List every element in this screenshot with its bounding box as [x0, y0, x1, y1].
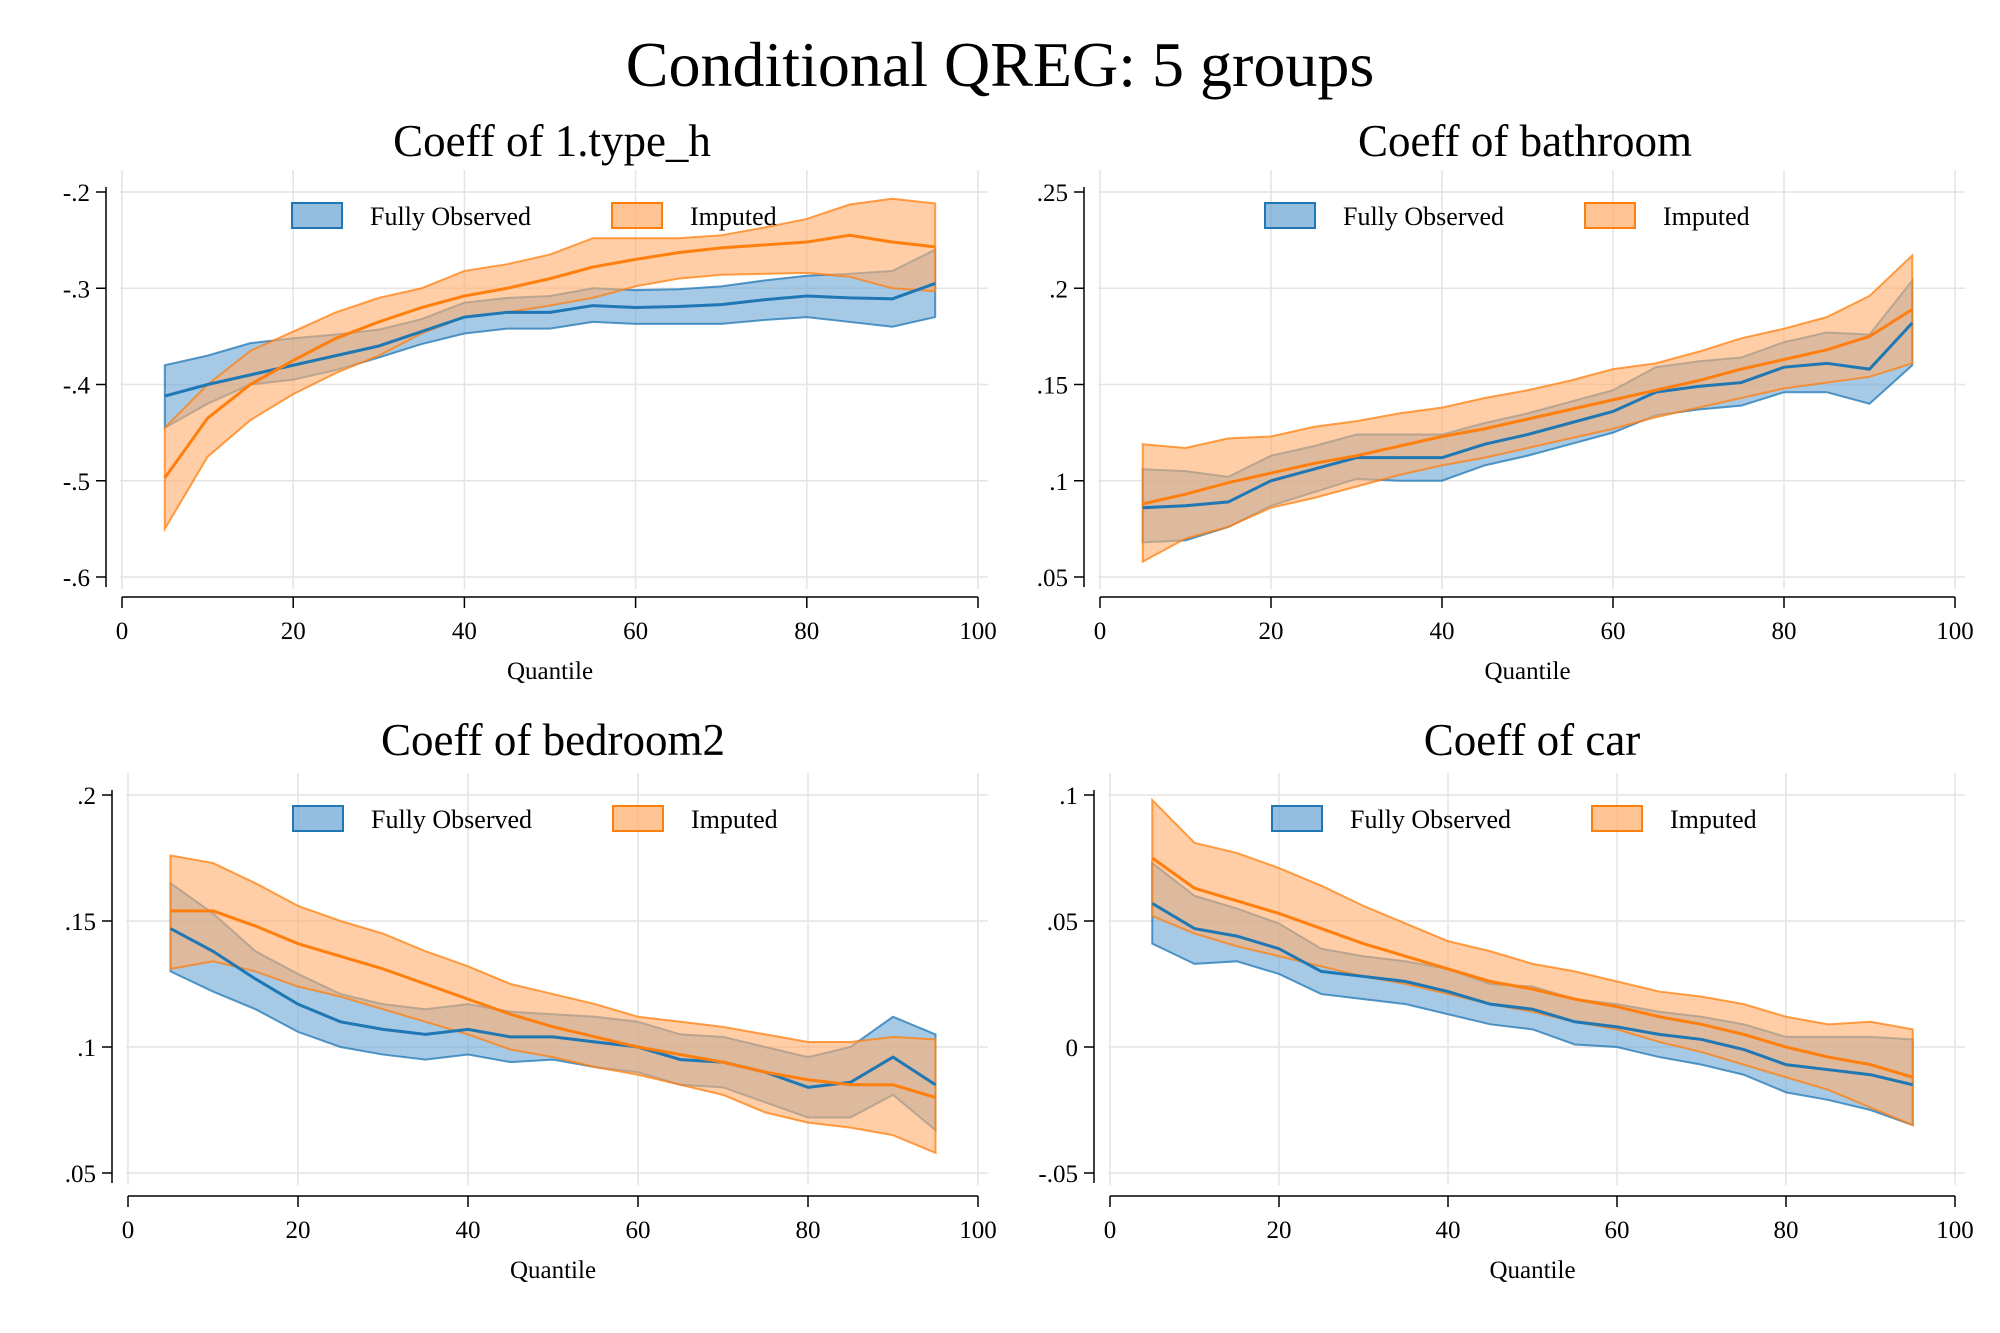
series-line-observed: [169, 927, 937, 1089]
x-tick-label: 40: [456, 1217, 481, 1244]
y-tick-label: .2: [77, 783, 96, 810]
y-tick-label: .2: [1049, 276, 1068, 303]
y-tick-label: -.05: [1038, 1161, 1078, 1188]
ci-band-imputed: [1141, 253, 1914, 564]
x-axis-label: Quantile: [510, 1257, 596, 1284]
panel-title: Coeff of bathroom: [1358, 116, 1692, 166]
figure-title: Conditional QREG: 5 groups: [625, 29, 1375, 100]
y-tick-label: .1: [77, 1035, 96, 1062]
x-tick-label: 20: [281, 618, 306, 645]
x-tick-label: 100: [1936, 618, 1974, 645]
x-tick-label: 100: [959, 618, 997, 645]
legend-label: Imputed: [1663, 202, 1750, 231]
panel-3: Coeff of bedroom2 .05 .1 .15 .2 0 20 40 60 80 100 Q…: [65, 715, 997, 1284]
series-line-imputed: [1142, 308, 1914, 506]
legend-swatch-observed: [292, 805, 344, 832]
legend-swatch-imputed: [1591, 805, 1643, 832]
legend-swatch-observed: [1271, 805, 1323, 832]
x-axis-label: Quantile: [1489, 1257, 1575, 1284]
x-tick-label: 60: [1601, 618, 1626, 645]
panel-title: Coeff of 1.type_h: [393, 116, 711, 166]
x-tick-label: 0: [1104, 1217, 1117, 1244]
x-tick-label: 40: [452, 618, 477, 645]
x-tick-label: 20: [1267, 1217, 1292, 1244]
y-tick-label: .05: [1047, 909, 1078, 936]
legend-label: Imputed: [1670, 805, 1757, 834]
legend-label: Imputed: [690, 202, 777, 231]
y-tick-label: -.3: [63, 276, 90, 303]
x-tick-label: 60: [623, 618, 648, 645]
x-tick-label: 80: [796, 1217, 821, 1244]
y-tick-label: .15: [1037, 373, 1068, 400]
series-line-observed: [1142, 321, 1914, 510]
x-tick-label: 60: [1605, 1217, 1630, 1244]
x-tick-label: 0: [116, 618, 129, 645]
x-tick-label: 40: [1430, 618, 1455, 645]
panel-title: Coeff of car: [1424, 715, 1641, 765]
y-tick-label: .1: [1059, 783, 1078, 810]
y-tick-label: -.6: [63, 565, 90, 592]
x-tick-label: 0: [122, 1217, 135, 1244]
x-tick-label: 100: [959, 1217, 997, 1244]
x-tick-label: 80: [794, 618, 819, 645]
panel-4: Coeff of car -.05 0 .05 .1 0 20 40 60 80 100 Quanti…: [1038, 715, 1973, 1284]
y-tick-label: .25: [1037, 180, 1068, 207]
x-axis-label: Quantile: [507, 658, 593, 685]
ci-band-imputed: [169, 854, 937, 1155]
legend: Fully Observed Imputed: [1264, 202, 1750, 231]
legend: Fully Observed Imputed: [1271, 805, 1757, 834]
x-axis-label: Quantile: [1484, 658, 1570, 685]
y-tick-label: 0: [1066, 1035, 1079, 1062]
legend-swatch-observed: [291, 202, 343, 229]
y-tick-label: .05: [1037, 565, 1068, 592]
legend-label: Fully Observed: [1350, 805, 1511, 834]
ci-band-imputed: [163, 197, 937, 533]
x-tick-label: 20: [286, 1217, 311, 1244]
x-tick-label: 80: [1774, 1217, 1799, 1244]
panel-2: Coeff of bathroom .05 .1 .15 .2 .25 0 20 40 60 80 1…: [1037, 116, 1974, 685]
legend-label: Fully Observed: [370, 202, 531, 231]
legend: Fully Observed Imputed: [292, 805, 778, 834]
x-tick-label: 0: [1094, 618, 1107, 645]
series-line-observed: [164, 282, 936, 398]
y-tick-label: -.5: [63, 469, 90, 496]
legend-label: Fully Observed: [1343, 202, 1504, 231]
series-line-observed: [1151, 902, 1914, 1087]
x-tick-label: 80: [1772, 618, 1797, 645]
panel-1: Coeff of 1.type_h -.6 -.5 -.4 -.3 -.2 0 20 40 60 8…: [63, 116, 997, 685]
y-tick-label: .1: [1049, 469, 1068, 496]
y-tick-label: -.4: [63, 373, 91, 400]
panel-title: Coeff of bedroom2: [381, 715, 725, 765]
y-tick-label: .05: [65, 1161, 96, 1188]
legend-swatch-observed: [1264, 202, 1316, 229]
legend-swatch-imputed: [611, 202, 663, 229]
y-tick-label: .15: [65, 909, 96, 936]
x-tick-label: 100: [1936, 1217, 1974, 1244]
legend-label: Imputed: [691, 805, 778, 834]
legend-swatch-imputed: [1584, 202, 1636, 229]
series-line-imputed: [170, 909, 936, 1099]
x-tick-label: 60: [626, 1217, 651, 1244]
x-tick-label: 20: [1259, 618, 1284, 645]
series-line-imputed: [1151, 856, 1914, 1079]
x-tick-label: 40: [1436, 1217, 1461, 1244]
legend: Fully Observed Imputed: [291, 202, 777, 231]
legend-label: Fully Observed: [371, 805, 532, 834]
legend-swatch-imputed: [612, 805, 664, 832]
y-tick-label: -.2: [63, 180, 90, 207]
series-line-imputed: [163, 233, 936, 479]
